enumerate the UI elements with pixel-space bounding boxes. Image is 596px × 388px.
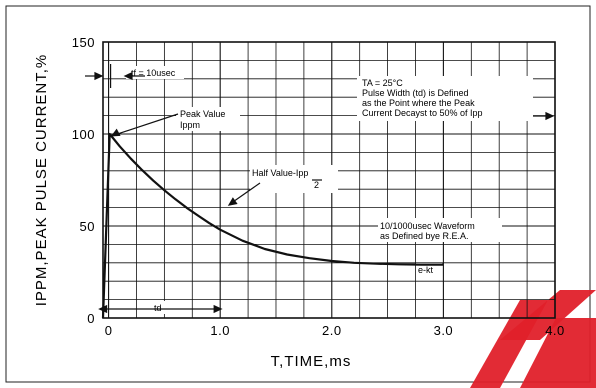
- y-tick-label: 0: [87, 311, 95, 326]
- arrow-head: [98, 304, 108, 314]
- series-line: [101, 132, 444, 319]
- annotation-point: as the Point where the Peak: [362, 98, 475, 108]
- annotation-background: [378, 218, 502, 242]
- arrow-head: [110, 128, 121, 137]
- annotation-waveform: 10/1000usec Waveform: [380, 221, 475, 231]
- annotation-half-denominator: 2: [314, 180, 319, 190]
- x-tick-label: 4.0: [545, 323, 565, 338]
- arrow-head: [227, 197, 238, 206]
- watermark-logo: [470, 290, 596, 388]
- annotation-decay: Current Decayst to 50% of Ipp: [362, 108, 483, 118]
- annotation-rea: as Defined bye R.E.A.: [380, 231, 469, 241]
- outer-border: [5, 5, 591, 383]
- annotation-ta: TA = 25°C: [362, 78, 403, 88]
- annotation-backgrounds: [126, 66, 533, 314]
- annotation-background: [176, 107, 240, 131]
- plot-border: [102, 41, 556, 319]
- arrow-head: [545, 111, 555, 121]
- annotation-arrows: [85, 64, 555, 314]
- annotation-background: [357, 76, 533, 121]
- annotation-half-value: Half Value-Ipp: [252, 168, 308, 178]
- annotation-ippm: Ippm: [180, 120, 200, 130]
- x-tick-label: 0: [105, 323, 113, 338]
- annotation-peak-value: Peak Value: [180, 109, 225, 119]
- y-tick-label: 100: [72, 127, 95, 142]
- y-axis-label: IPPM,PEAK PULSE CURRENT,%: [33, 54, 50, 307]
- x-tick-label: 3.0: [434, 323, 454, 338]
- x-tick-label: 2.0: [322, 323, 342, 338]
- y-tick-label: 150: [72, 35, 95, 50]
- annotation-background: [250, 165, 338, 193]
- peak-arrow: [111, 113, 179, 137]
- annotation-td: td: [154, 303, 162, 313]
- arrow-head: [213, 304, 223, 314]
- annotation-background: [148, 301, 174, 314]
- x-tick-label: 1.0: [210, 323, 230, 338]
- y-axis-ticks: 0 50 100 150: [72, 35, 95, 326]
- annotation-ekt: e-kt: [418, 265, 434, 275]
- y-tick-label: 50: [80, 219, 95, 234]
- arrow-head: [123, 71, 133, 81]
- x-axis-ticks: 0 1.0 2.0 3.0 4.0: [105, 323, 565, 338]
- annotation-background: [416, 263, 442, 276]
- x-axis-label: T,TIME,ms: [271, 353, 352, 370]
- annotation-tf: tf = 10usec: [131, 68, 176, 78]
- arrow-head: [94, 71, 104, 81]
- annotation-pulse-width: Pulse Width (td) is Defined: [362, 88, 469, 98]
